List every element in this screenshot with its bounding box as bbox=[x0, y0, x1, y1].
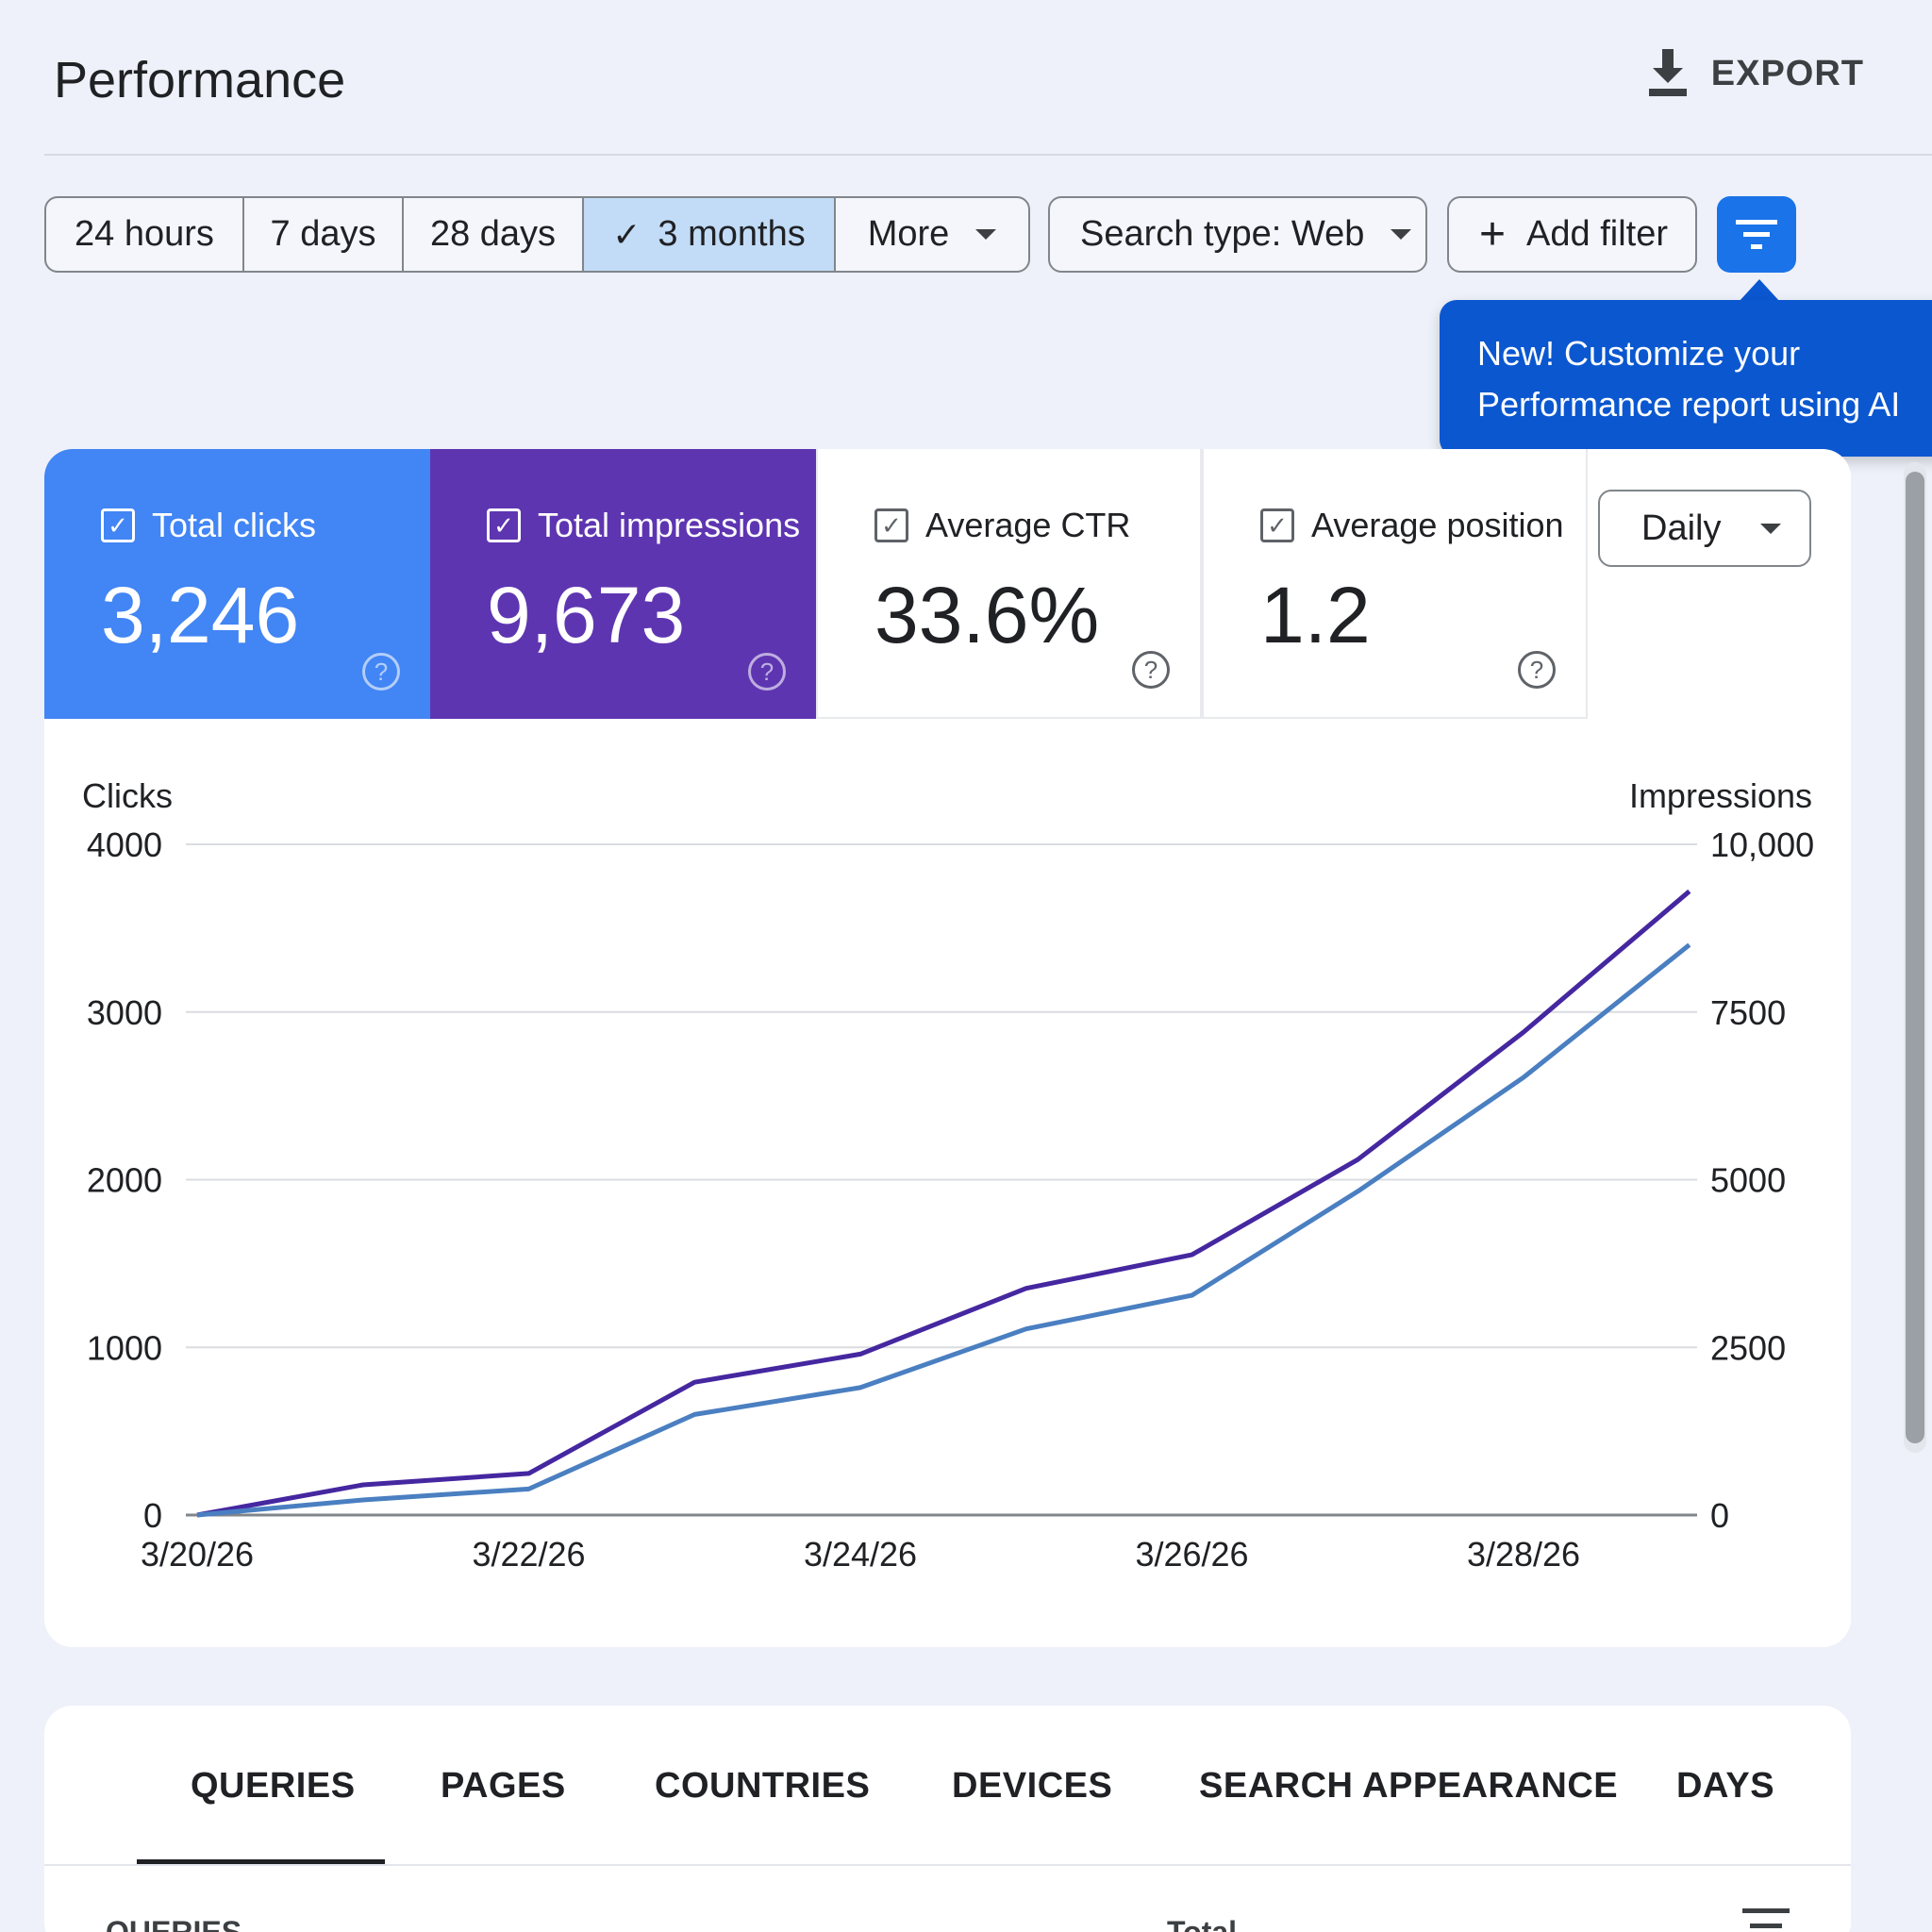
y-left-tick-label: 1000 bbox=[87, 1328, 162, 1367]
dimension-tabs-card: QUERIES PAGES COUNTRIES DEVICES SEARCH A… bbox=[44, 1706, 1851, 1932]
y-left-tick-label: 3000 bbox=[87, 993, 162, 1032]
metric-label: Total impressions bbox=[538, 506, 801, 544]
search-type-dropdown[interactable]: Search type: Web bbox=[1048, 196, 1427, 273]
dimension-tabs: QUERIES PAGES COUNTRIES DEVICES SEARCH A… bbox=[44, 1706, 1851, 1865]
table-header-queries[interactable]: QUERIES bbox=[106, 1915, 242, 1932]
help-icon[interactable]: ? bbox=[748, 653, 786, 691]
x-tick-label: 3/20/26 bbox=[141, 1535, 254, 1574]
metric-total-clicks[interactable]: ✓ Total clicks 3,246 ? bbox=[44, 449, 430, 719]
performance-chart: 4000 10,000 3000 7500 2000 5000 1000 2500 0 0 Clic… bbox=[82, 776, 1814, 1574]
checkbox-checked-icon[interactable]: ✓ bbox=[1260, 508, 1294, 542]
chevron-down-icon bbox=[1391, 229, 1412, 240]
metric-value: 9,673 bbox=[487, 571, 686, 659]
tab-days[interactable]: DAYS bbox=[1676, 1766, 1775, 1806]
plus-icon: + bbox=[1479, 208, 1507, 259]
ai-customize-tooltip[interactable]: New! Customize your Performance report u… bbox=[1440, 300, 1932, 457]
filter-icon bbox=[1736, 219, 1777, 249]
impressions-series-line bbox=[196, 889, 1691, 1518]
chevron-down-icon bbox=[1760, 523, 1782, 534]
tab-queries[interactable]: QUERIES bbox=[191, 1766, 356, 1806]
tabs-divider bbox=[44, 1864, 1851, 1866]
x-tick-label: 3/26/26 bbox=[1135, 1535, 1248, 1574]
metric-value: 3,246 bbox=[101, 571, 300, 659]
checkbox-checked-icon[interactable]: ✓ bbox=[101, 508, 135, 542]
add-filter-button[interactable]: + Add filter bbox=[1447, 196, 1697, 273]
y-left-tick-label: 4000 bbox=[87, 825, 162, 864]
date-range-selector: 24 hours 7 days 28 days ✓ 3 months More bbox=[44, 196, 1030, 273]
chevron-down-icon bbox=[975, 229, 997, 240]
tab-search-appearance[interactable]: SEARCH APPEARANCE bbox=[1199, 1766, 1619, 1806]
date-range-7-days[interactable]: 7 days bbox=[244, 198, 404, 271]
tab-pages[interactable]: PAGES bbox=[441, 1766, 566, 1806]
performance-card: ✓ Total clicks 3,246 ? ✓ Total impressio… bbox=[44, 449, 1851, 1647]
y-right-tick-label: 10,000 bbox=[1710, 825, 1814, 864]
table-header-total[interactable]: Total bbox=[1167, 1915, 1238, 1932]
download-icon bbox=[1648, 49, 1687, 96]
date-range-more[interactable]: More bbox=[836, 198, 1028, 271]
y-right-tick-label: 2500 bbox=[1710, 1328, 1786, 1367]
checkbox-checked-icon[interactable]: ✓ bbox=[874, 508, 908, 542]
granularity-dropdown[interactable]: Daily bbox=[1598, 490, 1811, 567]
help-icon[interactable]: ? bbox=[362, 653, 400, 691]
date-range-3-months[interactable]: ✓ 3 months bbox=[584, 198, 836, 271]
metric-total-impressions[interactable]: ✓ Total impressions 9,673 ? bbox=[430, 449, 816, 719]
y-left-tick-label: 2000 bbox=[87, 1161, 162, 1200]
y-right-tick-label: 0 bbox=[1710, 1496, 1729, 1535]
y-left-tick-label: 0 bbox=[143, 1496, 162, 1535]
y-right-tick-label: 5000 bbox=[1710, 1161, 1786, 1200]
header-divider bbox=[44, 154, 1932, 156]
metric-label: Average position bbox=[1311, 506, 1564, 544]
metric-value: 1.2 bbox=[1260, 571, 1371, 659]
checkmark-icon: ✓ bbox=[612, 214, 641, 254]
date-range-28-days[interactable]: 28 days bbox=[404, 198, 584, 271]
export-label: EXPORT bbox=[1710, 53, 1864, 93]
x-tick-label: 3/28/26 bbox=[1467, 1535, 1580, 1574]
clicks-series-line bbox=[196, 942, 1691, 1518]
tooltip-arrow bbox=[1739, 279, 1780, 302]
metric-average-position[interactable]: ✓ Average position 1.2 ? bbox=[1202, 449, 1588, 719]
scrollbar-thumb[interactable] bbox=[1906, 472, 1924, 1443]
tab-devices[interactable]: DEVICES bbox=[952, 1766, 1113, 1806]
checkbox-checked-icon[interactable]: ✓ bbox=[487, 508, 521, 542]
date-range-24-hours[interactable]: 24 hours bbox=[46, 198, 244, 271]
help-icon[interactable]: ? bbox=[1518, 651, 1556, 689]
metric-tiles: ✓ Total clicks 3,246 ? ✓ Total impressio… bbox=[44, 449, 1588, 719]
metric-label: Average CTR bbox=[925, 506, 1131, 544]
filter-rows-icon[interactable] bbox=[1742, 1908, 1790, 1932]
y-right-axis-label: Impressions bbox=[1629, 776, 1812, 815]
help-icon[interactable]: ? bbox=[1132, 651, 1170, 689]
active-tab-indicator bbox=[137, 1859, 385, 1865]
y-left-axis-label: Clicks bbox=[82, 776, 173, 815]
tab-countries[interactable]: COUNTRIES bbox=[655, 1766, 871, 1806]
x-tick-label: 3/24/26 bbox=[804, 1535, 917, 1574]
x-tick-label: 3/22/26 bbox=[472, 1535, 585, 1574]
page-title: Performance bbox=[54, 52, 346, 108]
y-right-tick-label: 7500 bbox=[1710, 993, 1786, 1032]
metric-label: Total clicks bbox=[152, 506, 317, 544]
metric-average-ctr[interactable]: ✓ Average CTR 33.6% ? bbox=[816, 449, 1202, 719]
export-button[interactable]: EXPORT bbox=[1645, 49, 1864, 98]
metric-value: 33.6% bbox=[874, 571, 1100, 659]
customize-filter-button[interactable] bbox=[1717, 196, 1796, 273]
